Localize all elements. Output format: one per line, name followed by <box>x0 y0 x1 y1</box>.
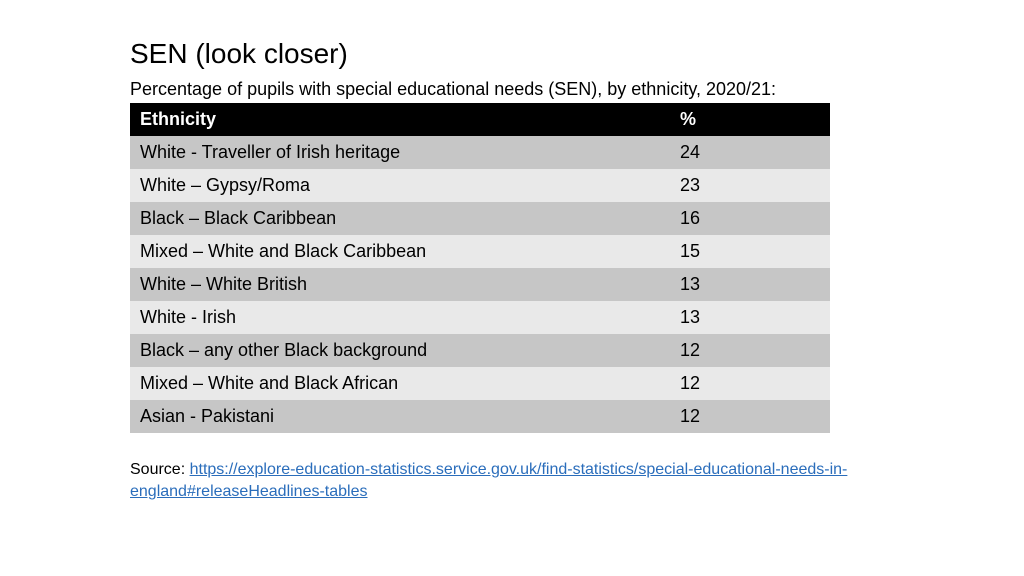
table-row: White - Traveller of Irish heritage24 <box>130 136 830 169</box>
cell-percent: 12 <box>670 334 830 367</box>
source-line: Source: https://explore-education-statis… <box>130 459 894 502</box>
table-row: Black – Black Caribbean16 <box>130 202 830 235</box>
cell-percent: 13 <box>670 301 830 334</box>
column-header-percent: % <box>670 103 830 136</box>
cell-ethnicity: Mixed – White and Black Caribbean <box>130 235 670 268</box>
page-title: SEN (look closer) <box>130 38 894 70</box>
cell-ethnicity: White – White British <box>130 268 670 301</box>
table-header-row: Ethnicity % <box>130 103 830 136</box>
cell-ethnicity: White - Traveller of Irish heritage <box>130 136 670 169</box>
cell-percent: 24 <box>670 136 830 169</box>
cell-percent: 12 <box>670 400 830 433</box>
table-row: Asian - Pakistani12 <box>130 400 830 433</box>
cell-ethnicity: Asian - Pakistani <box>130 400 670 433</box>
table-row: Black – any other Black background12 <box>130 334 830 367</box>
cell-percent: 12 <box>670 367 830 400</box>
subtitle: Percentage of pupils with special educat… <box>130 78 894 101</box>
cell-percent: 23 <box>670 169 830 202</box>
sen-table: Ethnicity % White - Traveller of Irish h… <box>130 103 830 433</box>
cell-ethnicity: Mixed – White and Black African <box>130 367 670 400</box>
cell-ethnicity: White - Irish <box>130 301 670 334</box>
cell-ethnicity: Black – any other Black background <box>130 334 670 367</box>
table-row: White – White British13 <box>130 268 830 301</box>
table-row: White - Irish13 <box>130 301 830 334</box>
cell-percent: 13 <box>670 268 830 301</box>
cell-ethnicity: Black – Black Caribbean <box>130 202 670 235</box>
source-link[interactable]: https://explore-education-statistics.ser… <box>130 461 847 500</box>
table-row: White – Gypsy/Roma23 <box>130 169 830 202</box>
cell-ethnicity: White – Gypsy/Roma <box>130 169 670 202</box>
source-label: Source: <box>130 461 190 478</box>
table-row: Mixed – White and Black African12 <box>130 367 830 400</box>
cell-percent: 16 <box>670 202 830 235</box>
cell-percent: 15 <box>670 235 830 268</box>
table-row: Mixed – White and Black Caribbean15 <box>130 235 830 268</box>
column-header-ethnicity: Ethnicity <box>130 103 670 136</box>
